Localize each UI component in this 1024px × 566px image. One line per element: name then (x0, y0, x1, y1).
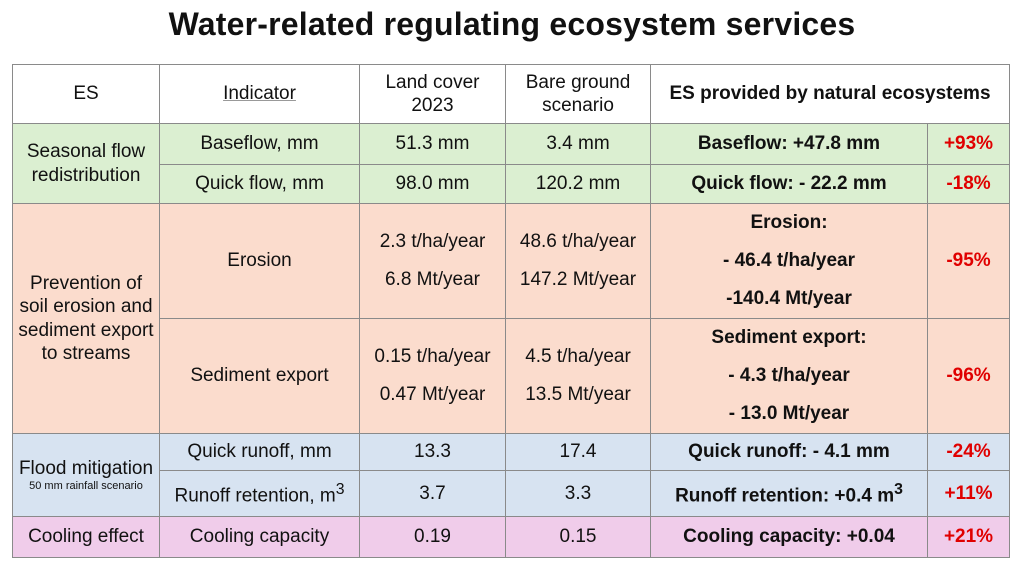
percent-cell: +11% (926, 470, 1011, 517)
group-flood-note: 50 mm rainfall scenario (29, 479, 143, 492)
bare-ground-cell: 4.5 t/ha/year 13.5 Mt/year (505, 318, 651, 434)
indicator-cell: Baseflow, mm (159, 123, 360, 165)
es-provided-cell: Erosion: - 46.4 t/ha/year -140.4 Mt/year (650, 203, 928, 319)
table-row: Quick flow, mm 98.0 mm 120.2 mm Quick fl… (13, 164, 1011, 204)
group-seasonal: Seasonal flow redistribution (12, 123, 160, 204)
es-provided-cell: Quick flow: - 22.2 mm (650, 164, 928, 204)
value-line: 48.6 t/ha/year (519, 231, 637, 252)
percent-cell: +93% (926, 123, 1011, 165)
header-bare-ground: Bare ground scenario (505, 64, 651, 124)
indicator-cell: Quick runoff, mm (159, 433, 360, 471)
es-provided-cell: Cooling capacity: +0.04 (650, 516, 928, 558)
indicator-cell: Quick flow, mm (159, 164, 360, 204)
header-indicator-label: Indicator (223, 83, 296, 105)
es-provided-cell: Sediment export: - 4.3 t/ha/year - 13.0 … (650, 318, 928, 434)
bare-ground-cell: 120.2 mm (505, 164, 651, 204)
value-line: 0.47 Mt/year (379, 384, 486, 405)
value-line: 0.15 t/ha/year (374, 346, 491, 367)
land-cover-cell: 98.0 mm (359, 164, 506, 204)
group-flood-label: Flood mitigation (18, 457, 154, 479)
bare-ground-cell: 48.6 t/ha/year 147.2 Mt/year (505, 203, 651, 319)
superscript: 3 (335, 480, 345, 498)
land-cover-cell: 2.3 t/ha/year 6.8 Mt/year (359, 203, 506, 319)
superscript: 3 (894, 480, 903, 498)
indicator-cell: Erosion (159, 203, 360, 319)
table-row: Prevention of soil erosion and sediment … (12, 203, 1011, 434)
es-provided-cell: Runoff retention: +0.4 m3 (650, 470, 928, 517)
value-line: 4.5 t/ha/year (525, 346, 631, 367)
land-cover-cell: 0.19 (359, 516, 506, 558)
value-line: 13.5 Mt/year (525, 384, 631, 405)
land-cover-cell: 13.3 (359, 433, 506, 471)
value-line: -140.4 Mt/year (726, 288, 852, 309)
land-cover-cell: 0.15 t/ha/year 0.47 Mt/year (359, 318, 506, 434)
indicator-cell: Cooling capacity (159, 516, 360, 558)
percent-cell: -95% (926, 203, 1011, 319)
header-land-cover: Land cover 2023 (359, 64, 506, 124)
group-cooling: Cooling effect (12, 516, 160, 558)
value-line: 147.2 Mt/year (519, 269, 637, 290)
es-provided-label: Runoff retention: +0.4 m (675, 485, 895, 507)
table-row: Seasonal flow redistribution Baseflow, m… (12, 123, 1011, 204)
bare-ground-cell: 3.4 mm (505, 123, 651, 165)
value-line: - 4.3 t/ha/year (728, 365, 850, 386)
header-row: ES Indicator Land cover 2023 Bare ground… (12, 64, 1011, 124)
table-row: Sediment export 0.15 t/ha/year 0.47 Mt/y… (13, 318, 1011, 434)
value-line: Erosion: (750, 212, 828, 233)
bare-ground-cell: 17.4 (505, 433, 651, 471)
es-provided-cell: Baseflow: +47.8 mm (650, 123, 928, 165)
percent-cell: -24% (926, 433, 1011, 471)
page-title: Water-related regulating ecosystem servi… (168, 6, 856, 42)
percent-cell: -18% (926, 164, 1011, 204)
header-indicator: Indicator (159, 64, 360, 124)
percent-cell: +21% (926, 516, 1011, 558)
group-flood: Flood mitigation 50 mm rainfall scenario (12, 433, 160, 517)
header-es-provided: ES provided by natural ecosystems (649, 64, 1011, 124)
value-line: - 46.4 t/ha/year (722, 250, 856, 271)
indicator-cell: Sediment export (159, 318, 360, 434)
es-provided-cell: Quick runoff: - 4.1 mm (650, 433, 928, 471)
bare-ground-cell: 3.3 (505, 470, 651, 517)
header-es: ES (12, 64, 160, 124)
land-cover-cell: 3.7 (359, 470, 506, 517)
table-row: Runoff retention, m3 3.7 3.3 Runoff rete… (13, 470, 1011, 517)
value-line: - 13.0 Mt/year (728, 403, 850, 424)
ecosystem-services-table: ES Indicator Land cover 2023 Bare ground… (12, 64, 1011, 558)
percent-cell: -96% (926, 318, 1011, 434)
land-cover-cell: 51.3 mm (359, 123, 506, 165)
value-line: 6.8 Mt/year (384, 269, 481, 290)
value-line: Sediment export: (711, 327, 867, 348)
bare-ground-cell: 0.15 (505, 516, 651, 558)
table-row: Cooling effect Cooling capacity 0.19 0.1… (12, 516, 1011, 558)
indicator-label: Runoff retention, m (174, 485, 336, 507)
indicator-cell: Runoff retention, m3 (159, 470, 360, 517)
value-line: 2.3 t/ha/year (379, 231, 486, 252)
group-erosion: Prevention of soil erosion and sediment … (12, 203, 160, 434)
table-row: Flood mitigation 50 mm rainfall scenario… (12, 433, 1011, 517)
